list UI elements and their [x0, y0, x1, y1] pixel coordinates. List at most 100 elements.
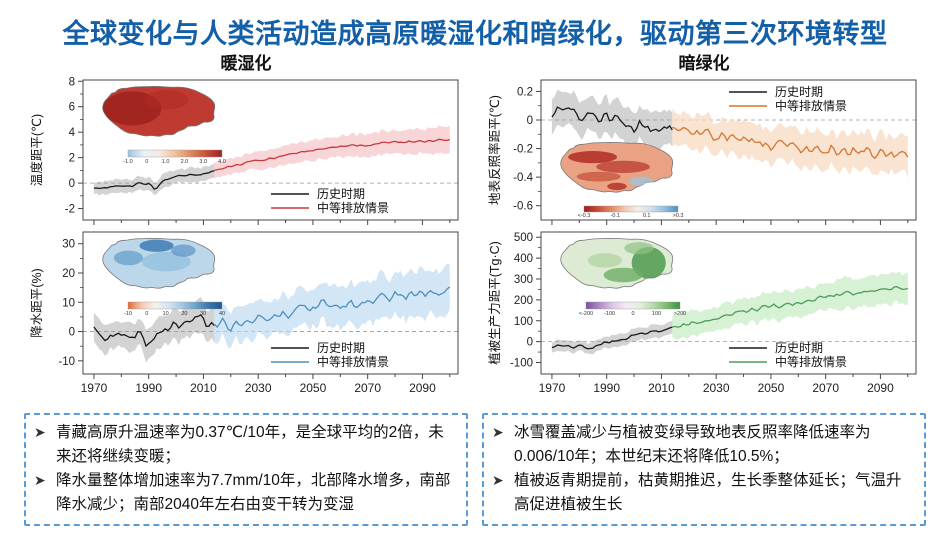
x-tick-label: 2050: [300, 381, 327, 395]
series-line: [672, 126, 909, 160]
note-text: 冰雪覆盖减少与植被变绿导致地表反照率降低速率为0.006/10年；本世纪末还将降…: [514, 424, 871, 466]
x-tick-label: 1970: [81, 381, 108, 395]
map-color-patch: [576, 171, 621, 182]
y-axis-label: 地表反照率距平(℃): [487, 95, 502, 205]
note-item: ➤ 植被返青期提前，枯黄期推迟，生长季整体延长；气温升高促进植被生长: [492, 469, 914, 517]
inset-colorbar: <-0.3 -0.1 0.1 >0.3: [578, 205, 684, 219]
colorbar-label: 10: [163, 311, 169, 317]
x-tick-label: 2090: [867, 381, 894, 395]
colorbar-label: 40: [219, 311, 225, 317]
panel-title-warming-wetting: 暖湿化: [220, 54, 272, 73]
tibet-plateau-inset-map: [561, 142, 673, 192]
y-tick-label: -0.4: [513, 172, 533, 184]
inset-colorbar: -1.0 0 1.0 2.0 3.0 4.0: [123, 149, 226, 165]
map-color-patch: [568, 150, 617, 164]
y-tick-label: 30: [62, 239, 75, 251]
y-tick-label: 200: [514, 295, 533, 307]
map-color-patch: [596, 160, 650, 173]
vegetation-productivity-chart: 1970 1990 2010 2030 2050 2070 2090 -100 0 100 200 3…: [487, 231, 917, 395]
inset-colorbar: <-200 -100 0 100 >200: [579, 301, 686, 317]
y-tick-label: -10: [58, 356, 75, 368]
colorbar-label: 0: [631, 311, 634, 317]
y-tick-label: 400: [514, 253, 533, 265]
colorbar-label: 0.1: [643, 213, 651, 219]
note-text: 植被返青期提前，枯黄期推迟，生长季整体延长；气温升高促进植被生长: [514, 472, 902, 514]
y-tick-label: 8: [69, 76, 75, 88]
map-color-patch: [631, 246, 666, 279]
y-tick-label: 0.2: [517, 86, 533, 98]
plot-area: [551, 89, 909, 179]
series-line: [672, 286, 908, 328]
map-color-patch: [144, 90, 189, 110]
tibet-plateau-inset-map: [103, 86, 215, 136]
colorbar-label: -100: [604, 311, 615, 317]
tibet-plateau-inset-map: [561, 238, 673, 288]
inset-colorbar: -10 0 10 20 30 40: [124, 301, 225, 317]
panel-title-darkening-greening: 暗绿化: [678, 54, 730, 73]
uncertainty-band: [214, 125, 450, 179]
plot-area: [551, 271, 908, 355]
precipitation-anomaly-chart: 1970 1990 2010 2030 2050 2070 2090-100102030降水…: [30, 231, 459, 395]
x-tick-label: 1970: [539, 381, 566, 395]
y-tick-label: 4: [69, 127, 76, 139]
panel-warming-wetting: 暖湿化 -2 0 2 4 6 8 温度距平(℃) 历史时期 中等排放情景 -1.0 0 1.0 2.0 3…: [22, 53, 470, 527]
note-text: 青藏高原升温速率为0.37℃/10年，是全球平均的2倍，未来还将继续变暖；: [56, 424, 444, 466]
y-tick-label: -0.6: [513, 201, 533, 213]
y-tick-label: 0: [69, 327, 75, 339]
note-item: ➤ 降水量整体增加速率为7.7mm/10年，北部降水增多，南部降水减少；南部20…: [34, 469, 456, 517]
legend-label: 历史时期: [317, 341, 365, 355]
y-tick-label: 100: [514, 316, 533, 328]
axes: 1970 1990 2010 2030 2050 2070 2090-100102030降水…: [30, 231, 459, 395]
legend-label: 中等排放情景: [317, 354, 389, 369]
map-color-patch: [624, 242, 654, 255]
x-tick-label: 2090: [409, 381, 436, 395]
uncertainty-band: [672, 271, 908, 341]
colorbar-label: 20: [181, 311, 187, 317]
x-tick-label: 2070: [354, 381, 381, 395]
y-tick-label: 0: [69, 178, 75, 190]
axes: -2 0 2 4 6 8 温度距平(℃): [29, 76, 459, 225]
axes: -0.6 -0.4 -0.2 0 0.2 地表反照率距平(℃): [487, 79, 917, 225]
map-color-patch: [603, 267, 643, 283]
bullet-arrow-icon: ➤: [34, 472, 46, 489]
map-color-patch: [113, 250, 144, 266]
panel-darkening-greening: 暗绿化 -0.6 -0.4 -0.2 0 0.2 地表反照率距平(℃) 历史时期 中等排放情景…: [480, 53, 928, 527]
colorbar-label: 100: [652, 311, 661, 317]
y-tick-label: 500: [514, 232, 533, 244]
colorbar-label: 2.0: [181, 159, 189, 165]
y-axis-label: 温度距平(℃): [29, 114, 44, 186]
series-line: [93, 314, 215, 348]
y-tick-label: 2: [69, 153, 75, 165]
uncertainty-band: [93, 163, 215, 196]
colorbar-label: -10: [124, 311, 132, 317]
series-line: [551, 326, 673, 350]
colorbar-label: <-0.3: [578, 213, 591, 219]
legend-label: 中等排放情景: [775, 354, 847, 369]
legend-label: 历史时期: [775, 85, 823, 99]
colorbar-label: <-200: [579, 311, 593, 317]
colorbar-label: 3.0: [199, 159, 207, 165]
colorbar-label: >200: [674, 311, 686, 317]
map-color-patch: [171, 244, 196, 257]
uncertainty-band: [551, 320, 673, 355]
y-axis-label: 降水距平(%): [30, 268, 44, 337]
chart-panels: 暖湿化 -2 0 2 4 6 8 温度距平(℃) 历史时期 中等排放情景 -1.0 0 1.0 2.0 3…: [0, 53, 950, 527]
x-tick-label: 2050: [758, 381, 785, 395]
uncertainty-band: [93, 296, 215, 363]
y-tick-label: 0: [527, 115, 533, 127]
y-tick-label: 6: [69, 102, 75, 114]
colorbar-label: 0: [145, 311, 148, 317]
tibet-plateau-inset-map: [103, 238, 215, 288]
legend-label: 历史时期: [775, 341, 823, 355]
y-axis-label: 植被生产力距平(Tg·C): [487, 241, 502, 365]
colorbar-label: >0.3: [673, 213, 684, 219]
y-tick-label: -100: [510, 358, 533, 370]
series-line: [213, 286, 451, 332]
